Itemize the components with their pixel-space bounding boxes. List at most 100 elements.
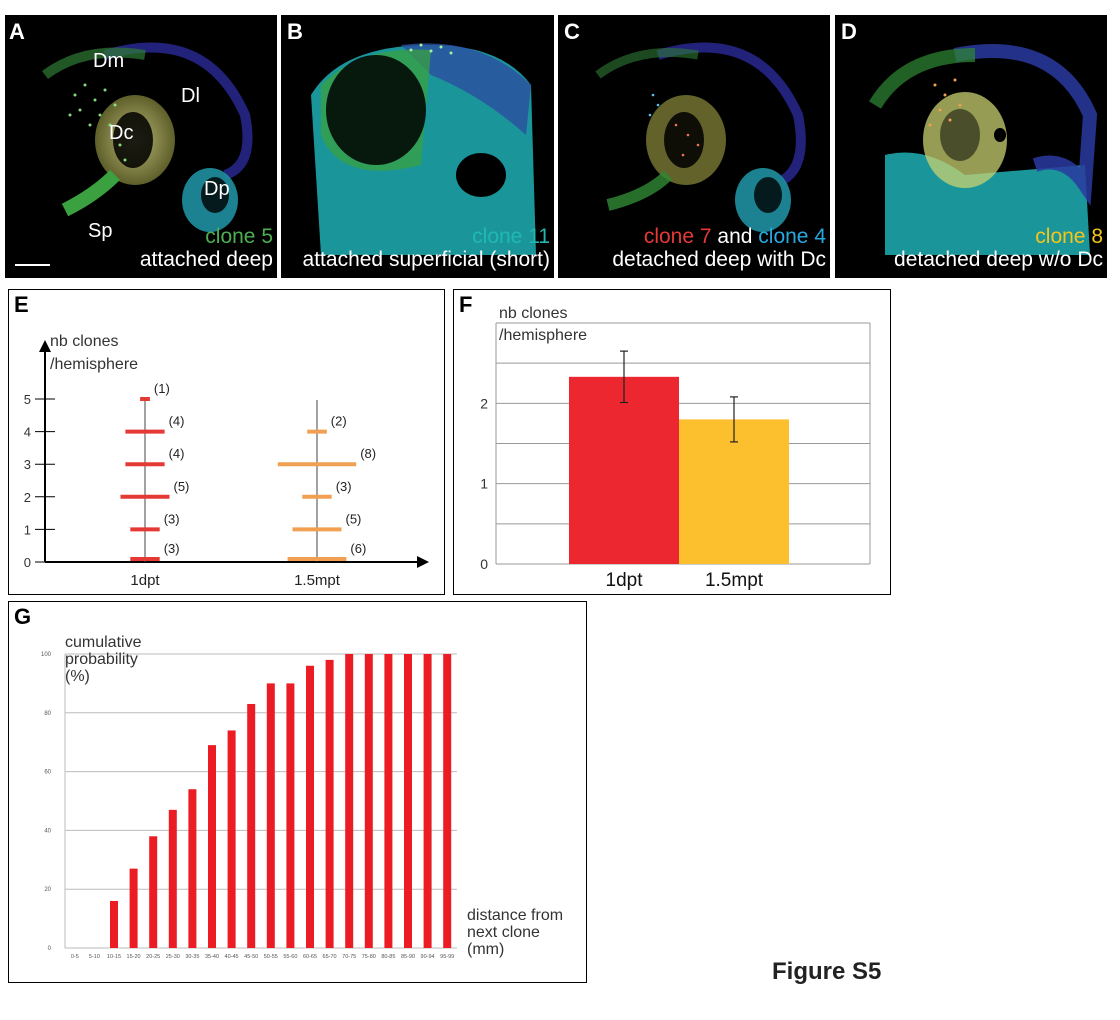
g-bar xyxy=(247,703,256,948)
g-x-tick-label: 45-50 xyxy=(244,954,258,960)
panel-g-xlabel-1: distance from xyxy=(467,907,564,924)
panel-e-chart: 0 1 2 3 4 5 1dpt 1.5mpt (1) (4) (4) (5) (3) (3) (2) (8)… xyxy=(24,340,429,589)
e-count-label: (4) xyxy=(169,446,185,461)
g-y-tick-label: 20 xyxy=(44,887,51,893)
g-x-tick-label: 90-94 xyxy=(421,954,435,960)
e-x-arrow xyxy=(417,556,429,568)
panel-f-label: F xyxy=(459,292,473,317)
panel-c-clone-line: clone 7 and clone 4 xyxy=(612,225,826,248)
e-count-label: (3) xyxy=(336,479,352,494)
panel-d-label: D xyxy=(841,19,857,44)
g-bar xyxy=(110,900,118,948)
g-bar xyxy=(384,654,393,948)
e-count-label: (5) xyxy=(174,479,190,494)
g-x-tick-label: 50-55 xyxy=(264,954,278,960)
panel-b: B clone 11 attached superficial (short) xyxy=(281,15,554,278)
e-x-tick-label: 1dpt xyxy=(130,572,160,589)
panel-a-label: A xyxy=(9,19,25,44)
g-x-tick-label: 60-65 xyxy=(303,954,317,960)
g-bar xyxy=(208,745,216,948)
region-sp: Sp xyxy=(88,220,113,242)
panel-c-caption-text: detached deep with Dc xyxy=(612,248,826,271)
panel-a-caption: clone 5 attached deep xyxy=(140,225,273,271)
panel-e-label: E xyxy=(14,292,29,317)
panel-f-chart: 0 1 2 1dpt 1.5mpt xyxy=(480,322,871,591)
panel-c-render xyxy=(595,42,806,232)
g-y-tick-label: 40 xyxy=(44,828,51,834)
panel-d-caption: clone 8 detached deep w/o Dc xyxy=(894,225,1103,271)
g-bar xyxy=(404,654,412,948)
g-x-tick-label: 65-70 xyxy=(323,954,337,960)
e-x-tick-label: 1.5mpt xyxy=(294,572,341,589)
e-count-label: (4) xyxy=(169,414,185,429)
e-y-tick-label: 0 xyxy=(24,555,31,570)
e-count-label: (8) xyxy=(360,446,376,461)
f-bar xyxy=(679,419,789,564)
f-x-tick-label: 1dpt xyxy=(606,570,644,591)
panel-d-clone: clone 8 xyxy=(1035,225,1103,248)
panel-a: A Dm Dl Dc Dp Sp clone 5 attached deep xyxy=(5,15,277,278)
e-count-label: (2) xyxy=(331,414,347,429)
g-y-tick-label: 100 xyxy=(41,652,52,658)
g-bar xyxy=(266,683,275,948)
panel-f: F nb clones /hemisphere 0 1 2 1dpt 1.5mpt xyxy=(453,289,891,595)
g-bar xyxy=(364,654,373,948)
g-x-tick-label: 85-90 xyxy=(401,954,415,960)
panel-c-label: C xyxy=(564,19,580,44)
panel-a-caption-text: attached deep xyxy=(139,248,273,271)
g-bar xyxy=(306,665,314,948)
panel-g-label: G xyxy=(14,604,32,629)
panel-g-ylabel-3: (%) xyxy=(65,668,90,685)
f-x-tick-label: 1.5mpt xyxy=(705,570,764,591)
panel-g-chart: 0 20 40 60 80 100 0-5 5-10 10-15 15-20 20-25 25-30 3… xyxy=(41,652,457,960)
g-bar xyxy=(227,730,236,948)
panel-e-ylabel-1: nb clones xyxy=(50,333,119,350)
f-y-tick-label: 1 xyxy=(480,476,488,492)
f-y-tick-label: 2 xyxy=(480,395,488,411)
panel-a-clone: clone 5 xyxy=(205,225,273,248)
e-y-arrow xyxy=(39,340,51,352)
g-bar xyxy=(443,654,452,948)
panel-g-ylabel-1: cumulative xyxy=(65,634,142,651)
g-bar xyxy=(168,809,177,948)
panel-f-ylabel-1: nb clones xyxy=(499,305,568,322)
panel-e-ylabel-2: /hemisphere xyxy=(50,356,139,373)
panel-g: G cumulative probability (%) distance fr… xyxy=(8,601,587,983)
g-x-tick-label: 40-45 xyxy=(225,954,239,960)
f-y-tick-label: 0 xyxy=(480,556,488,572)
g-y-tick-label: 80 xyxy=(44,711,51,717)
e-y-tick-label: 3 xyxy=(24,457,31,472)
g-x-tick-label: 10-15 xyxy=(107,954,121,960)
panel-b-caption: clone 11 attached superficial (short) xyxy=(303,225,550,271)
g-bar xyxy=(188,789,197,948)
g-x-tick-label: 0-5 xyxy=(71,954,79,960)
panel-b-label: B xyxy=(287,19,303,44)
panel-c-joiner: and xyxy=(717,225,753,248)
region-dl: Dl xyxy=(181,85,200,107)
g-bar xyxy=(345,654,354,948)
e-y-tick-label: 1 xyxy=(24,522,31,537)
panel-d-render xyxy=(868,44,1098,255)
panel-g-ylabel-2: probability xyxy=(65,651,138,668)
g-bar xyxy=(129,868,138,948)
panel-c: C clone 7 and clone 4 detached deep with… xyxy=(558,15,830,278)
g-y-tick-label: 60 xyxy=(44,770,51,776)
g-bar xyxy=(423,654,432,948)
panel-a-render xyxy=(15,42,253,266)
panel-e: E nb clones /hemisphere 0 1 2 3 4 5 1dpt 1.5mpt… xyxy=(8,289,445,595)
panel-g-xlabel-3: (mm) xyxy=(467,941,505,958)
panel-b-clone: clone 11 xyxy=(472,225,550,248)
panel-d-caption-text: detached deep w/o Dc xyxy=(894,248,1103,271)
g-x-tick-label: 95-99 xyxy=(440,954,454,960)
region-dp: Dp xyxy=(204,178,230,200)
e-count-label: (3) xyxy=(164,511,180,526)
g-x-tick-label: 70-75 xyxy=(342,954,356,960)
g-x-tick-label: 75-80 xyxy=(362,954,376,960)
e-count-label: (1) xyxy=(154,381,170,396)
g-x-tick-label: 80-85 xyxy=(381,954,395,960)
panel-g-xlabel-2: next clone xyxy=(467,924,540,941)
g-x-tick-label: 55-60 xyxy=(283,954,297,960)
e-count-label: (3) xyxy=(164,541,180,556)
region-dc: Dc xyxy=(109,122,134,144)
g-bar xyxy=(325,659,334,948)
